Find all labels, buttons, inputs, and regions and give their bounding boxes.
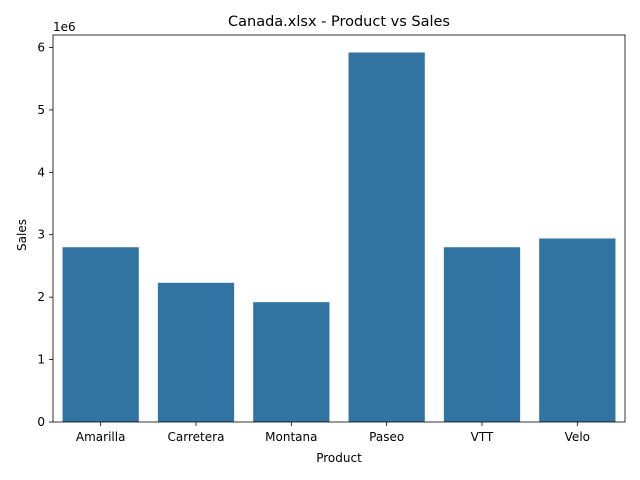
y-tick-label: 2	[37, 290, 45, 304]
y-tick-label: 5	[37, 103, 45, 117]
y-axis-scale-label: 1e6	[53, 20, 76, 34]
y-tick-label: 3	[37, 228, 45, 242]
x-tick-label: VTT	[471, 430, 494, 444]
bar-amarilla	[62, 247, 139, 422]
plot-frame	[52, 34, 626, 423]
x-axis-label: Product	[316, 451, 362, 465]
bars-group	[62, 52, 616, 423]
x-tick-label: Amarilla	[76, 430, 126, 444]
x-tick-label: Velo	[565, 430, 590, 444]
y-axis-label: Sales	[15, 219, 29, 251]
chart-title: Canada.xlsx - Product vs Sales	[228, 14, 450, 30]
bar-carretera	[157, 282, 235, 422]
bar-paseo	[348, 52, 425, 423]
y-tick-label: 0	[37, 415, 45, 429]
bar-montana	[253, 302, 330, 422]
x-tick-label: Montana	[265, 430, 317, 444]
y-tick-label: 6	[37, 40, 45, 54]
x-tick-label: Paseo	[369, 430, 404, 444]
x-tick-label: Carretera	[168, 430, 225, 444]
bar-vtt	[443, 247, 521, 422]
y-tick-label: 1	[37, 353, 45, 367]
axis-ticks-group: Amarilla Carretera Montana Paseo VTT Velo 0 1 2 3…	[37, 40, 590, 444]
y-tick-label: 4	[37, 165, 45, 179]
bar-velo	[539, 238, 616, 422]
